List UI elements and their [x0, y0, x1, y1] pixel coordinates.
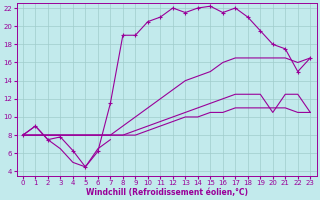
X-axis label: Windchill (Refroidissement éolien,°C): Windchill (Refroidissement éolien,°C): [85, 188, 248, 197]
